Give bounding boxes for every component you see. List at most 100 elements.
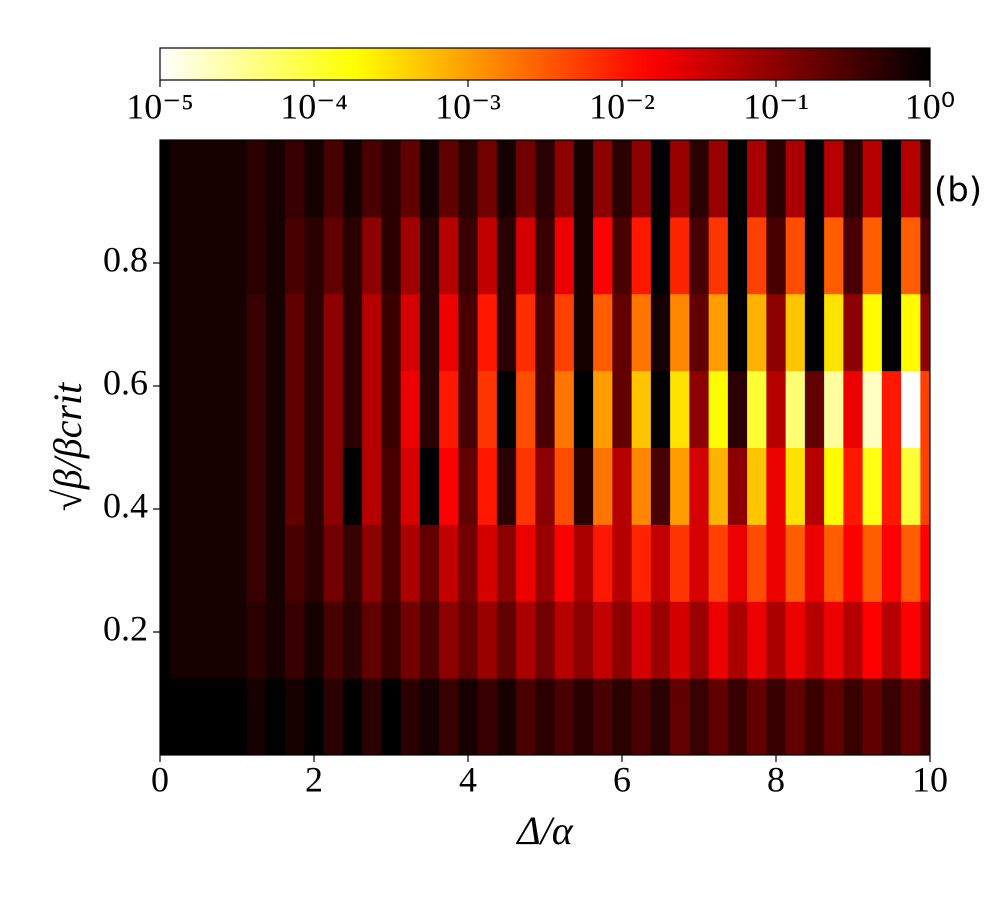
heatmap-cell bbox=[804, 216, 825, 295]
heatmap-cell bbox=[708, 370, 729, 448]
heatmap-cell bbox=[785, 140, 806, 218]
x-tick-label: 0 bbox=[151, 759, 169, 799]
heatmap-cell bbox=[188, 601, 209, 679]
heatmap-cell bbox=[400, 678, 421, 755]
heatmap-cell bbox=[400, 293, 421, 372]
heatmap-cell bbox=[727, 216, 748, 295]
heatmap-cell bbox=[747, 447, 767, 525]
heatmap-cell bbox=[727, 524, 748, 602]
heatmap-cell bbox=[901, 601, 921, 679]
x-tick-label: 8 bbox=[767, 759, 785, 799]
heatmap-cell bbox=[246, 140, 267, 218]
heatmap-cell bbox=[747, 601, 767, 679]
heatmap-cell bbox=[747, 524, 767, 602]
heatmap-cell bbox=[458, 140, 479, 218]
heatmap-cell bbox=[785, 678, 806, 755]
heatmap-cell bbox=[901, 447, 921, 525]
x-tick-label: 2 bbox=[305, 759, 323, 799]
heatmap-cell bbox=[708, 601, 729, 679]
heatmap-cell bbox=[496, 293, 517, 372]
heatmap-cell bbox=[265, 293, 286, 372]
heatmap-cell bbox=[689, 524, 710, 602]
heatmap-cell bbox=[593, 524, 613, 602]
heatmap-cell bbox=[650, 140, 671, 218]
heatmap-cell bbox=[881, 370, 902, 448]
heatmap-cell bbox=[670, 678, 690, 755]
heatmap-cell bbox=[496, 678, 517, 755]
heatmap-cell bbox=[323, 140, 344, 218]
heatmap-cell bbox=[554, 447, 575, 525]
heatmap-cell bbox=[477, 370, 498, 448]
heatmap-cell bbox=[477, 601, 498, 679]
heatmap-cell bbox=[727, 447, 748, 525]
heatmap-cell bbox=[554, 140, 575, 218]
heatmap-cell bbox=[285, 678, 305, 755]
heatmap-cell bbox=[631, 293, 652, 372]
heatmap-cell bbox=[160, 370, 171, 448]
heatmap-cell bbox=[573, 678, 594, 755]
y-tick-label: 0.2 bbox=[103, 608, 148, 648]
heatmap-cell bbox=[593, 293, 613, 372]
heatmap-cell bbox=[554, 678, 575, 755]
heatmap-cell bbox=[535, 447, 556, 525]
panel-label: (b) bbox=[934, 171, 982, 211]
heatmap-cell bbox=[381, 601, 402, 679]
heatmap-cell bbox=[516, 601, 536, 679]
heatmap-cell bbox=[670, 216, 690, 295]
heatmap-cell bbox=[439, 140, 459, 218]
heatmap-cell bbox=[708, 524, 729, 602]
heatmap-cell bbox=[843, 370, 864, 448]
heatmap-cell bbox=[285, 601, 305, 679]
heatmap-cell bbox=[670, 370, 690, 448]
heatmap-cell bbox=[766, 447, 787, 525]
heatmap-cell bbox=[920, 601, 930, 679]
heatmap-cell bbox=[554, 216, 575, 295]
heatmap-cell bbox=[670, 447, 690, 525]
heatmap-cell bbox=[323, 293, 344, 372]
heatmap-cell bbox=[708, 678, 729, 755]
heatmap-cell bbox=[400, 447, 421, 525]
heatmap-cell bbox=[824, 370, 844, 448]
heatmap-cell bbox=[650, 447, 671, 525]
heatmap-cell bbox=[824, 447, 844, 525]
heatmap-cell bbox=[593, 140, 613, 218]
heatmap-cell bbox=[323, 216, 344, 295]
heatmap-cell bbox=[227, 601, 248, 679]
heatmap-cell bbox=[496, 524, 517, 602]
heatmap-cell bbox=[516, 370, 536, 448]
heatmap-cell bbox=[477, 216, 498, 295]
heatmap-cell bbox=[323, 601, 344, 679]
heatmap-cell bbox=[381, 524, 402, 602]
heatmap-cell bbox=[573, 524, 594, 602]
heatmap-cell bbox=[188, 140, 209, 218]
heatmap-cell bbox=[265, 216, 286, 295]
heatmap-cell bbox=[824, 216, 844, 295]
heatmap-cell bbox=[265, 678, 286, 755]
heatmap-cell bbox=[708, 447, 729, 525]
heatmap-cell bbox=[227, 140, 248, 218]
heatmap-cell bbox=[516, 447, 536, 525]
heatmap-cell bbox=[169, 140, 190, 218]
heatmap-cell bbox=[208, 293, 228, 372]
heatmap-cell bbox=[188, 293, 209, 372]
y-tick-label: 0.4 bbox=[103, 485, 148, 525]
heatmap-cell bbox=[208, 216, 228, 295]
heatmap-cell bbox=[747, 678, 767, 755]
heatmap-cell bbox=[785, 293, 806, 372]
colorbar-tick-label: 10⁻⁴ bbox=[280, 86, 348, 126]
heatmap-cell bbox=[265, 447, 286, 525]
plot-frame bbox=[159, 139, 931, 756]
heatmap-cell bbox=[304, 447, 325, 525]
heatmap-cell bbox=[304, 524, 325, 602]
heatmap-cell bbox=[862, 293, 883, 372]
heatmap-cell bbox=[670, 524, 690, 602]
heatmap-cell bbox=[246, 601, 267, 679]
heatmap-cell bbox=[169, 601, 190, 679]
heatmap-cell bbox=[901, 216, 921, 295]
heatmap-cell bbox=[747, 140, 767, 218]
heatmap bbox=[160, 140, 930, 755]
heatmap-cell bbox=[535, 293, 556, 372]
heatmap-cell bbox=[458, 524, 479, 602]
heatmap-cell bbox=[188, 216, 209, 295]
heatmap-cell bbox=[689, 140, 710, 218]
